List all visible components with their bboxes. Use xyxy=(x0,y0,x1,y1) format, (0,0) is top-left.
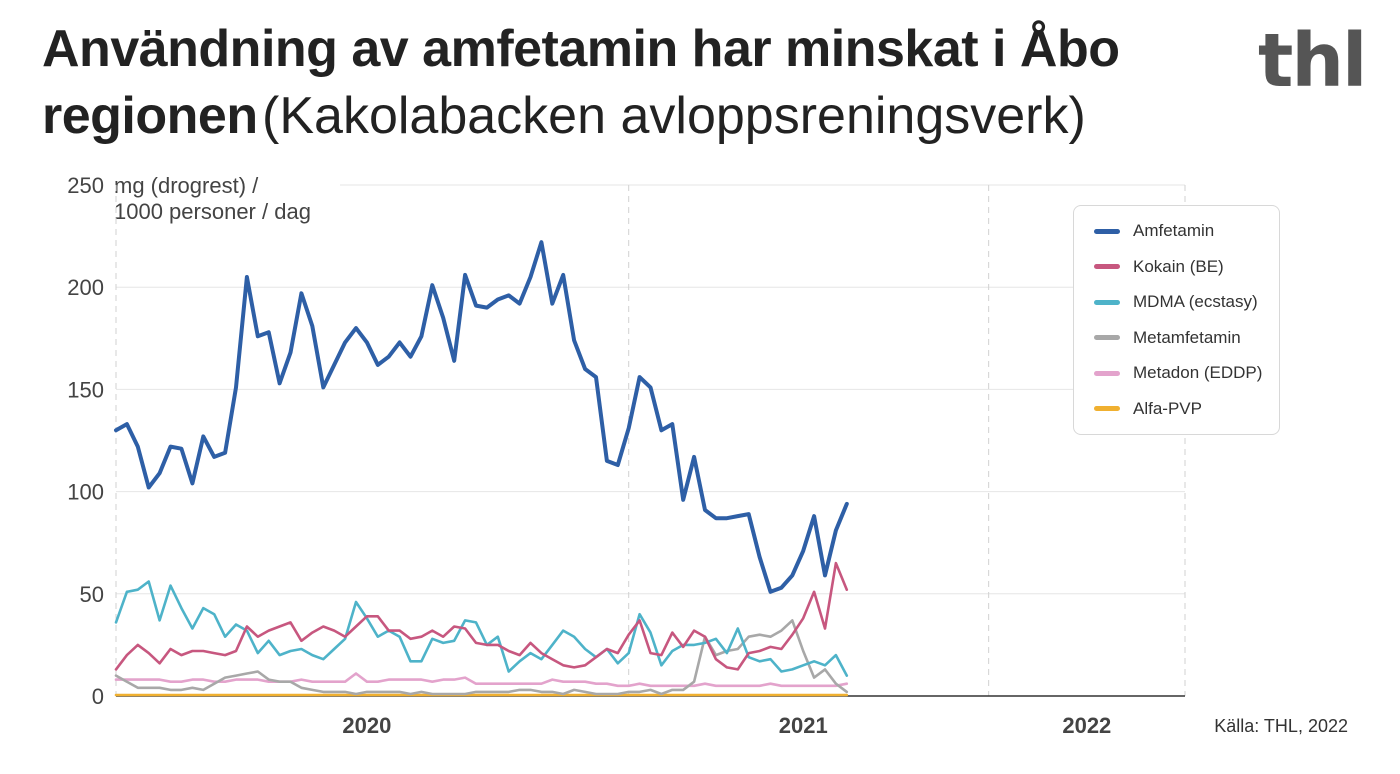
source-note: Källa: THL, 2022 xyxy=(1214,716,1348,736)
thl-logo: thl xyxy=(1258,18,1367,104)
legend-item-metamfetamin: Metamfetamin xyxy=(1094,326,1241,350)
legend-item-kokain-be: Kokain (BE) xyxy=(1094,255,1224,279)
chart-title: Användning av amfetamin har minskat i Åb… xyxy=(42,22,1222,156)
series-line-kokain-be xyxy=(114,561,849,671)
legend-label: Metadon (EDDP) xyxy=(1133,363,1263,382)
title-subtitle: (Kakolabacken avloppsreningsverk) xyxy=(262,87,1086,145)
y-tick-label: 150 xyxy=(67,377,104,402)
legend-label: Alfa-PVP xyxy=(1133,398,1202,418)
y-tick-label: 250 xyxy=(67,173,104,198)
series-line-metadon-eddp xyxy=(114,672,849,688)
legend-label: Metamfetamin xyxy=(1133,327,1241,347)
legend-swatch xyxy=(1094,335,1120,340)
series-line-amfetamin xyxy=(114,240,849,594)
y-axis-label: mg (drogrest) / xyxy=(114,173,259,198)
legend-swatch xyxy=(1094,299,1120,305)
legend-label: MDMA (ecstasy) xyxy=(1133,292,1258,311)
y-tick-label: 50 xyxy=(80,582,104,607)
x-tick-label: 2020 xyxy=(342,713,391,738)
legend-item-mdma-ecstasy: MDMA (ecstasy) xyxy=(1094,290,1258,314)
x-tick-label: 2021 xyxy=(779,713,828,738)
legend-label: Kokain (BE) xyxy=(1133,256,1224,276)
legend-label: Amfetamin xyxy=(1133,221,1215,240)
legend-item-metadon-eddp: Metadon (EDDP) xyxy=(1094,361,1262,385)
legend-swatch xyxy=(1094,406,1120,411)
legend: Amfetamin Kokain (BE) MDMA (ecstasy) Metamf… xyxy=(1073,205,1280,435)
y-tick-label: 100 xyxy=(67,480,104,505)
legend-swatch xyxy=(1094,370,1120,376)
y-tick-label: 200 xyxy=(67,275,104,300)
x-tick-label: 2022 xyxy=(1062,713,1111,738)
y-axis-label-line2: 1000 personer / dag xyxy=(114,199,311,224)
y-tick-label: 0 xyxy=(92,684,104,709)
legend-item-alfa-pvp: Alfa-PVP xyxy=(1094,397,1202,421)
legend-item-amfetamin: Amfetamin xyxy=(1094,219,1214,243)
series-line-mdma-ecstasy xyxy=(114,580,849,677)
legend-swatch xyxy=(1094,228,1120,234)
title-bold: Användning av amfetamin har minskat i Åb… xyxy=(42,20,1120,145)
legend-swatch xyxy=(1094,264,1120,269)
